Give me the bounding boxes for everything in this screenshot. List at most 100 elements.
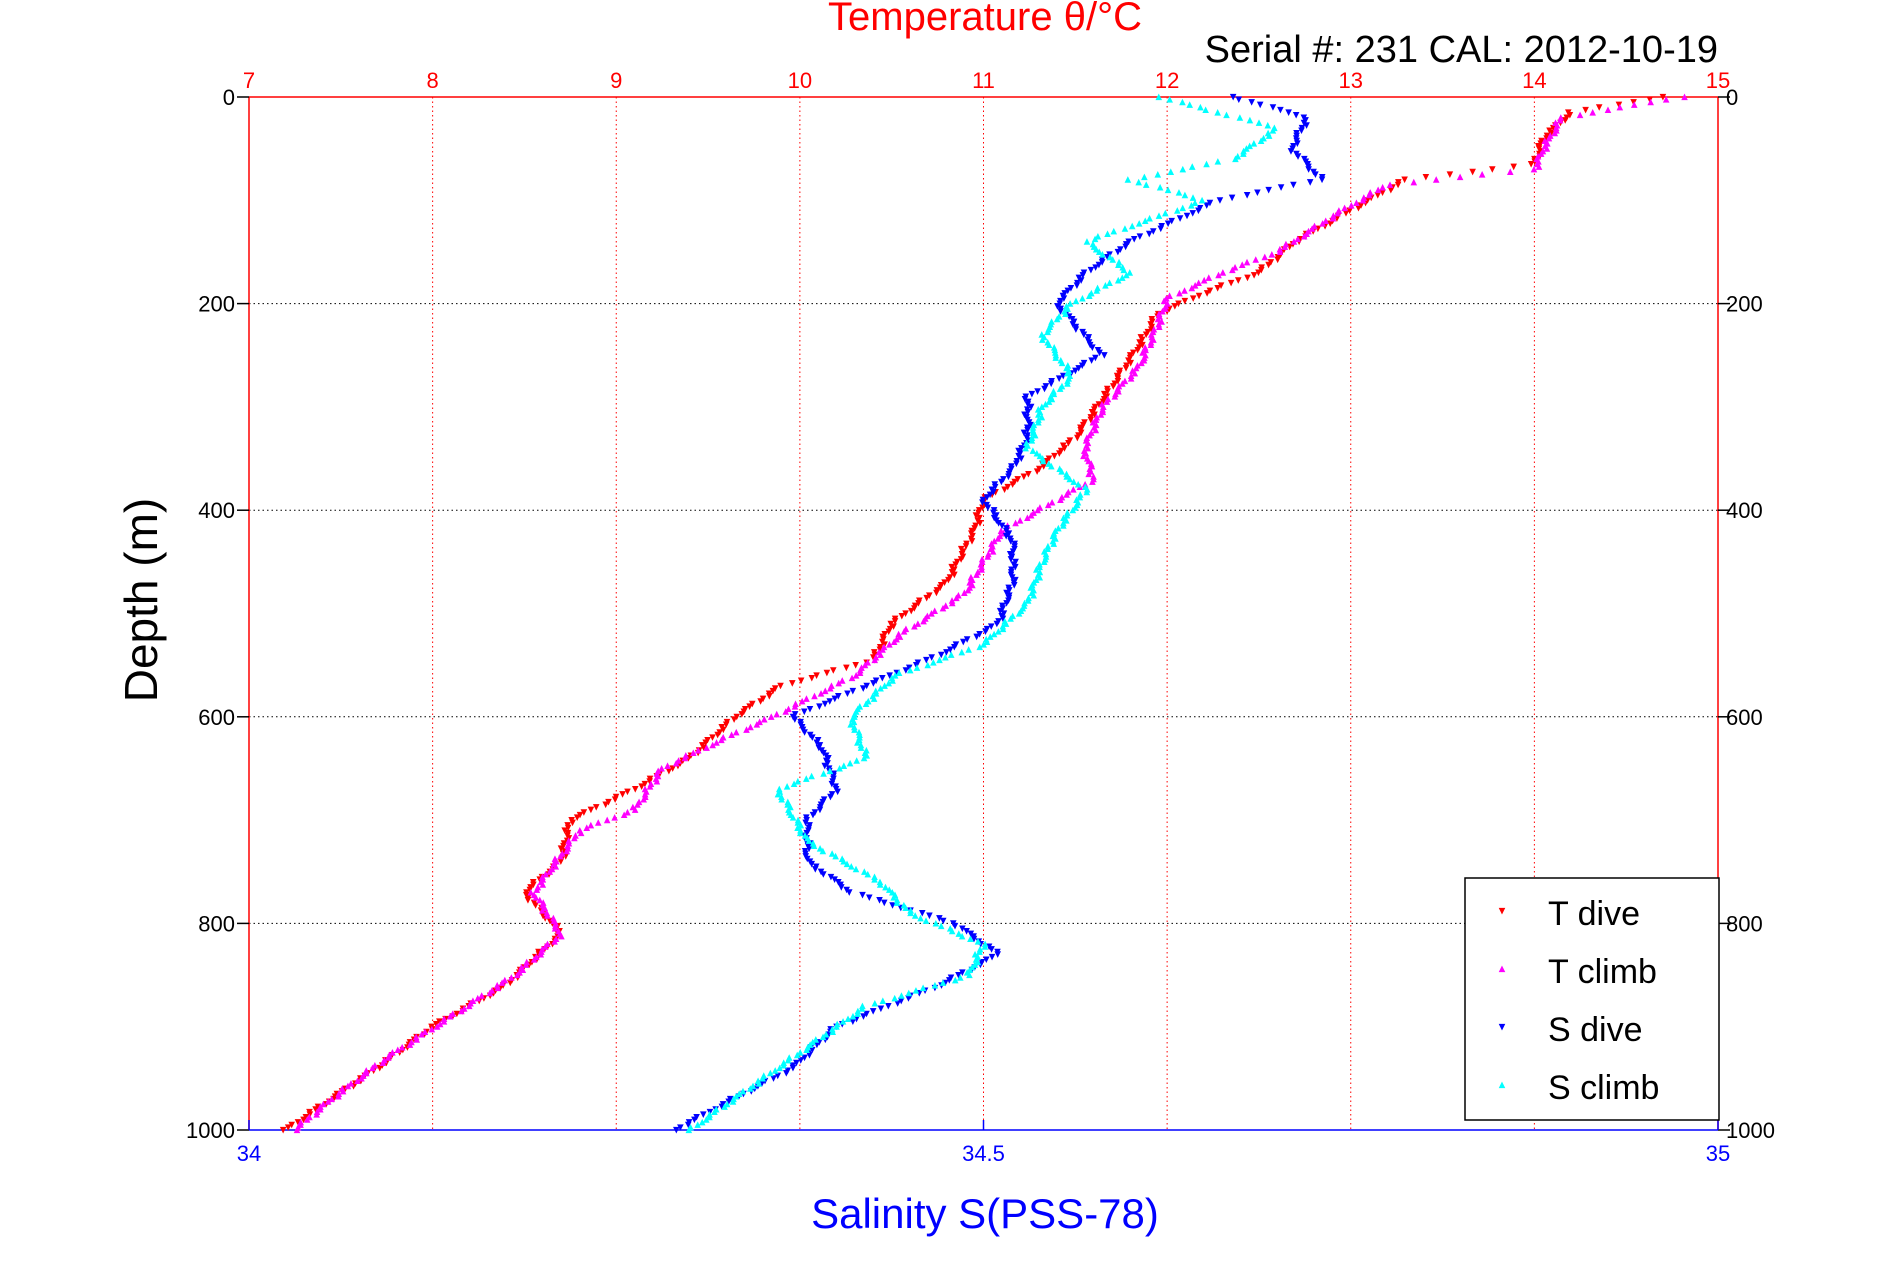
data-point: [827, 793, 834, 801]
data-point: [1089, 344, 1096, 351]
data-point: [730, 716, 738, 723]
data-point: [994, 535, 1002, 542]
data-point: [1303, 122, 1310, 129]
data-point: [433, 1023, 441, 1030]
data-point: [1181, 191, 1189, 199]
data-point: [803, 1046, 810, 1054]
data-point: [1191, 282, 1199, 289]
data-point: [789, 1064, 797, 1072]
data-point: [1147, 341, 1155, 349]
data-point: [1074, 480, 1082, 488]
data-point: [907, 607, 915, 615]
data-point: [1106, 253, 1114, 261]
data-point: [1264, 121, 1272, 129]
data-point: [413, 1036, 421, 1043]
data-point: [1203, 202, 1211, 209]
data-point: [812, 866, 819, 873]
data-point: [930, 659, 937, 666]
data-point: [1140, 356, 1148, 364]
data-point: [1024, 597, 1032, 604]
data-point: [551, 925, 559, 932]
data-point: [856, 669, 864, 676]
data-point: [460, 1005, 468, 1012]
data-point: [913, 664, 921, 671]
data-point: [1130, 235, 1138, 243]
data-point: [1200, 276, 1208, 284]
data-point: [1159, 307, 1166, 315]
data-point: [1109, 256, 1117, 263]
data-point: [876, 897, 883, 904]
data-point: [1055, 524, 1062, 532]
data-point: [860, 1013, 867, 1020]
data-point: [844, 1015, 852, 1023]
data-point: [984, 504, 992, 512]
data-point: [1162, 209, 1169, 217]
legend-label: T climb: [1548, 953, 1657, 991]
data-point: [1038, 413, 1046, 421]
data-point: [1659, 93, 1667, 101]
data-point: [1556, 116, 1564, 124]
data-point: [898, 992, 905, 999]
data-point: [770, 1075, 777, 1082]
data-point: [747, 1085, 754, 1092]
data-point: [603, 816, 611, 824]
data-point: [876, 881, 884, 888]
data-point: [577, 829, 585, 837]
data-point: [653, 777, 661, 785]
data-point: [551, 938, 558, 945]
data-point: [1033, 566, 1040, 573]
data-point: [1039, 336, 1046, 343]
data-point: [293, 1126, 301, 1134]
data-point: [1055, 375, 1063, 382]
data-point: [542, 870, 549, 878]
data-point: [619, 791, 626, 798]
data-point: [951, 922, 959, 930]
temperature-tick-label: 14: [1522, 68, 1546, 93]
data-point: [858, 1005, 866, 1012]
data-point: [1080, 331, 1088, 339]
data-point: [1261, 253, 1269, 261]
data-point: [1065, 439, 1072, 447]
data-point: [920, 617, 927, 625]
data-point: [1057, 308, 1064, 315]
data-point: [1114, 276, 1122, 284]
data-point: [937, 651, 945, 659]
data-point: [970, 935, 978, 943]
data-point: [1063, 491, 1070, 498]
data-point: [1099, 251, 1106, 258]
data-point: [911, 622, 918, 630]
data-point: [1290, 181, 1297, 189]
data-point: [1386, 181, 1394, 188]
data-point: [1072, 326, 1080, 333]
data-point: [1048, 498, 1056, 506]
data-point: [385, 1054, 392, 1061]
data-point: [839, 1018, 847, 1025]
y-tick-label-left: 400: [198, 498, 235, 523]
data-point: [1012, 519, 1019, 527]
data-point: [532, 902, 539, 909]
data-point: [943, 649, 950, 656]
data-point: [1115, 387, 1122, 395]
data-point: [767, 713, 775, 720]
data-point: [811, 692, 818, 700]
chart-subtitle: Serial #: 231 CAL: 2012-10-19: [1205, 29, 1718, 71]
data-point: [1027, 584, 1035, 591]
data-point: [922, 917, 930, 924]
data-point: [1228, 194, 1236, 202]
data-point: [1312, 171, 1319, 178]
x-axis-label: Salinity S(PSS-78): [811, 1190, 1159, 1237]
data-point: [530, 956, 538, 963]
data-point: [474, 994, 482, 1002]
data-point: [513, 971, 521, 979]
data-point: [835, 679, 842, 687]
data-point: [890, 894, 897, 901]
temperature-tick-label: 10: [788, 68, 812, 93]
data-point: [1111, 393, 1119, 400]
data-point: [886, 641, 893, 648]
data-point: [942, 602, 950, 609]
data-point: [1036, 452, 1044, 460]
data-point: [966, 971, 973, 979]
data-point: [1243, 258, 1251, 266]
data-point: [1138, 359, 1145, 367]
